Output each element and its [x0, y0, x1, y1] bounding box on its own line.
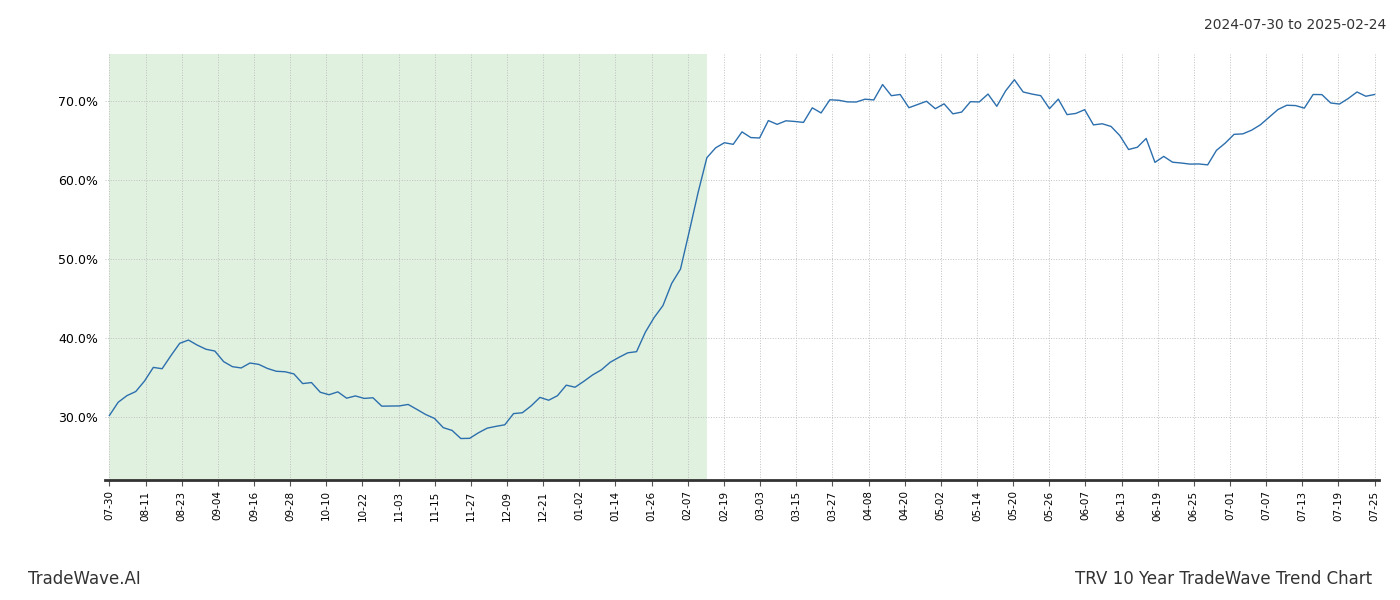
Bar	[109, 54, 707, 480]
Text: TradeWave.AI: TradeWave.AI	[28, 570, 141, 588]
Text: TRV 10 Year TradeWave Trend Chart: TRV 10 Year TradeWave Trend Chart	[1075, 570, 1372, 588]
Text: 2024-07-30 to 2025-02-24: 2024-07-30 to 2025-02-24	[1204, 18, 1386, 32]
